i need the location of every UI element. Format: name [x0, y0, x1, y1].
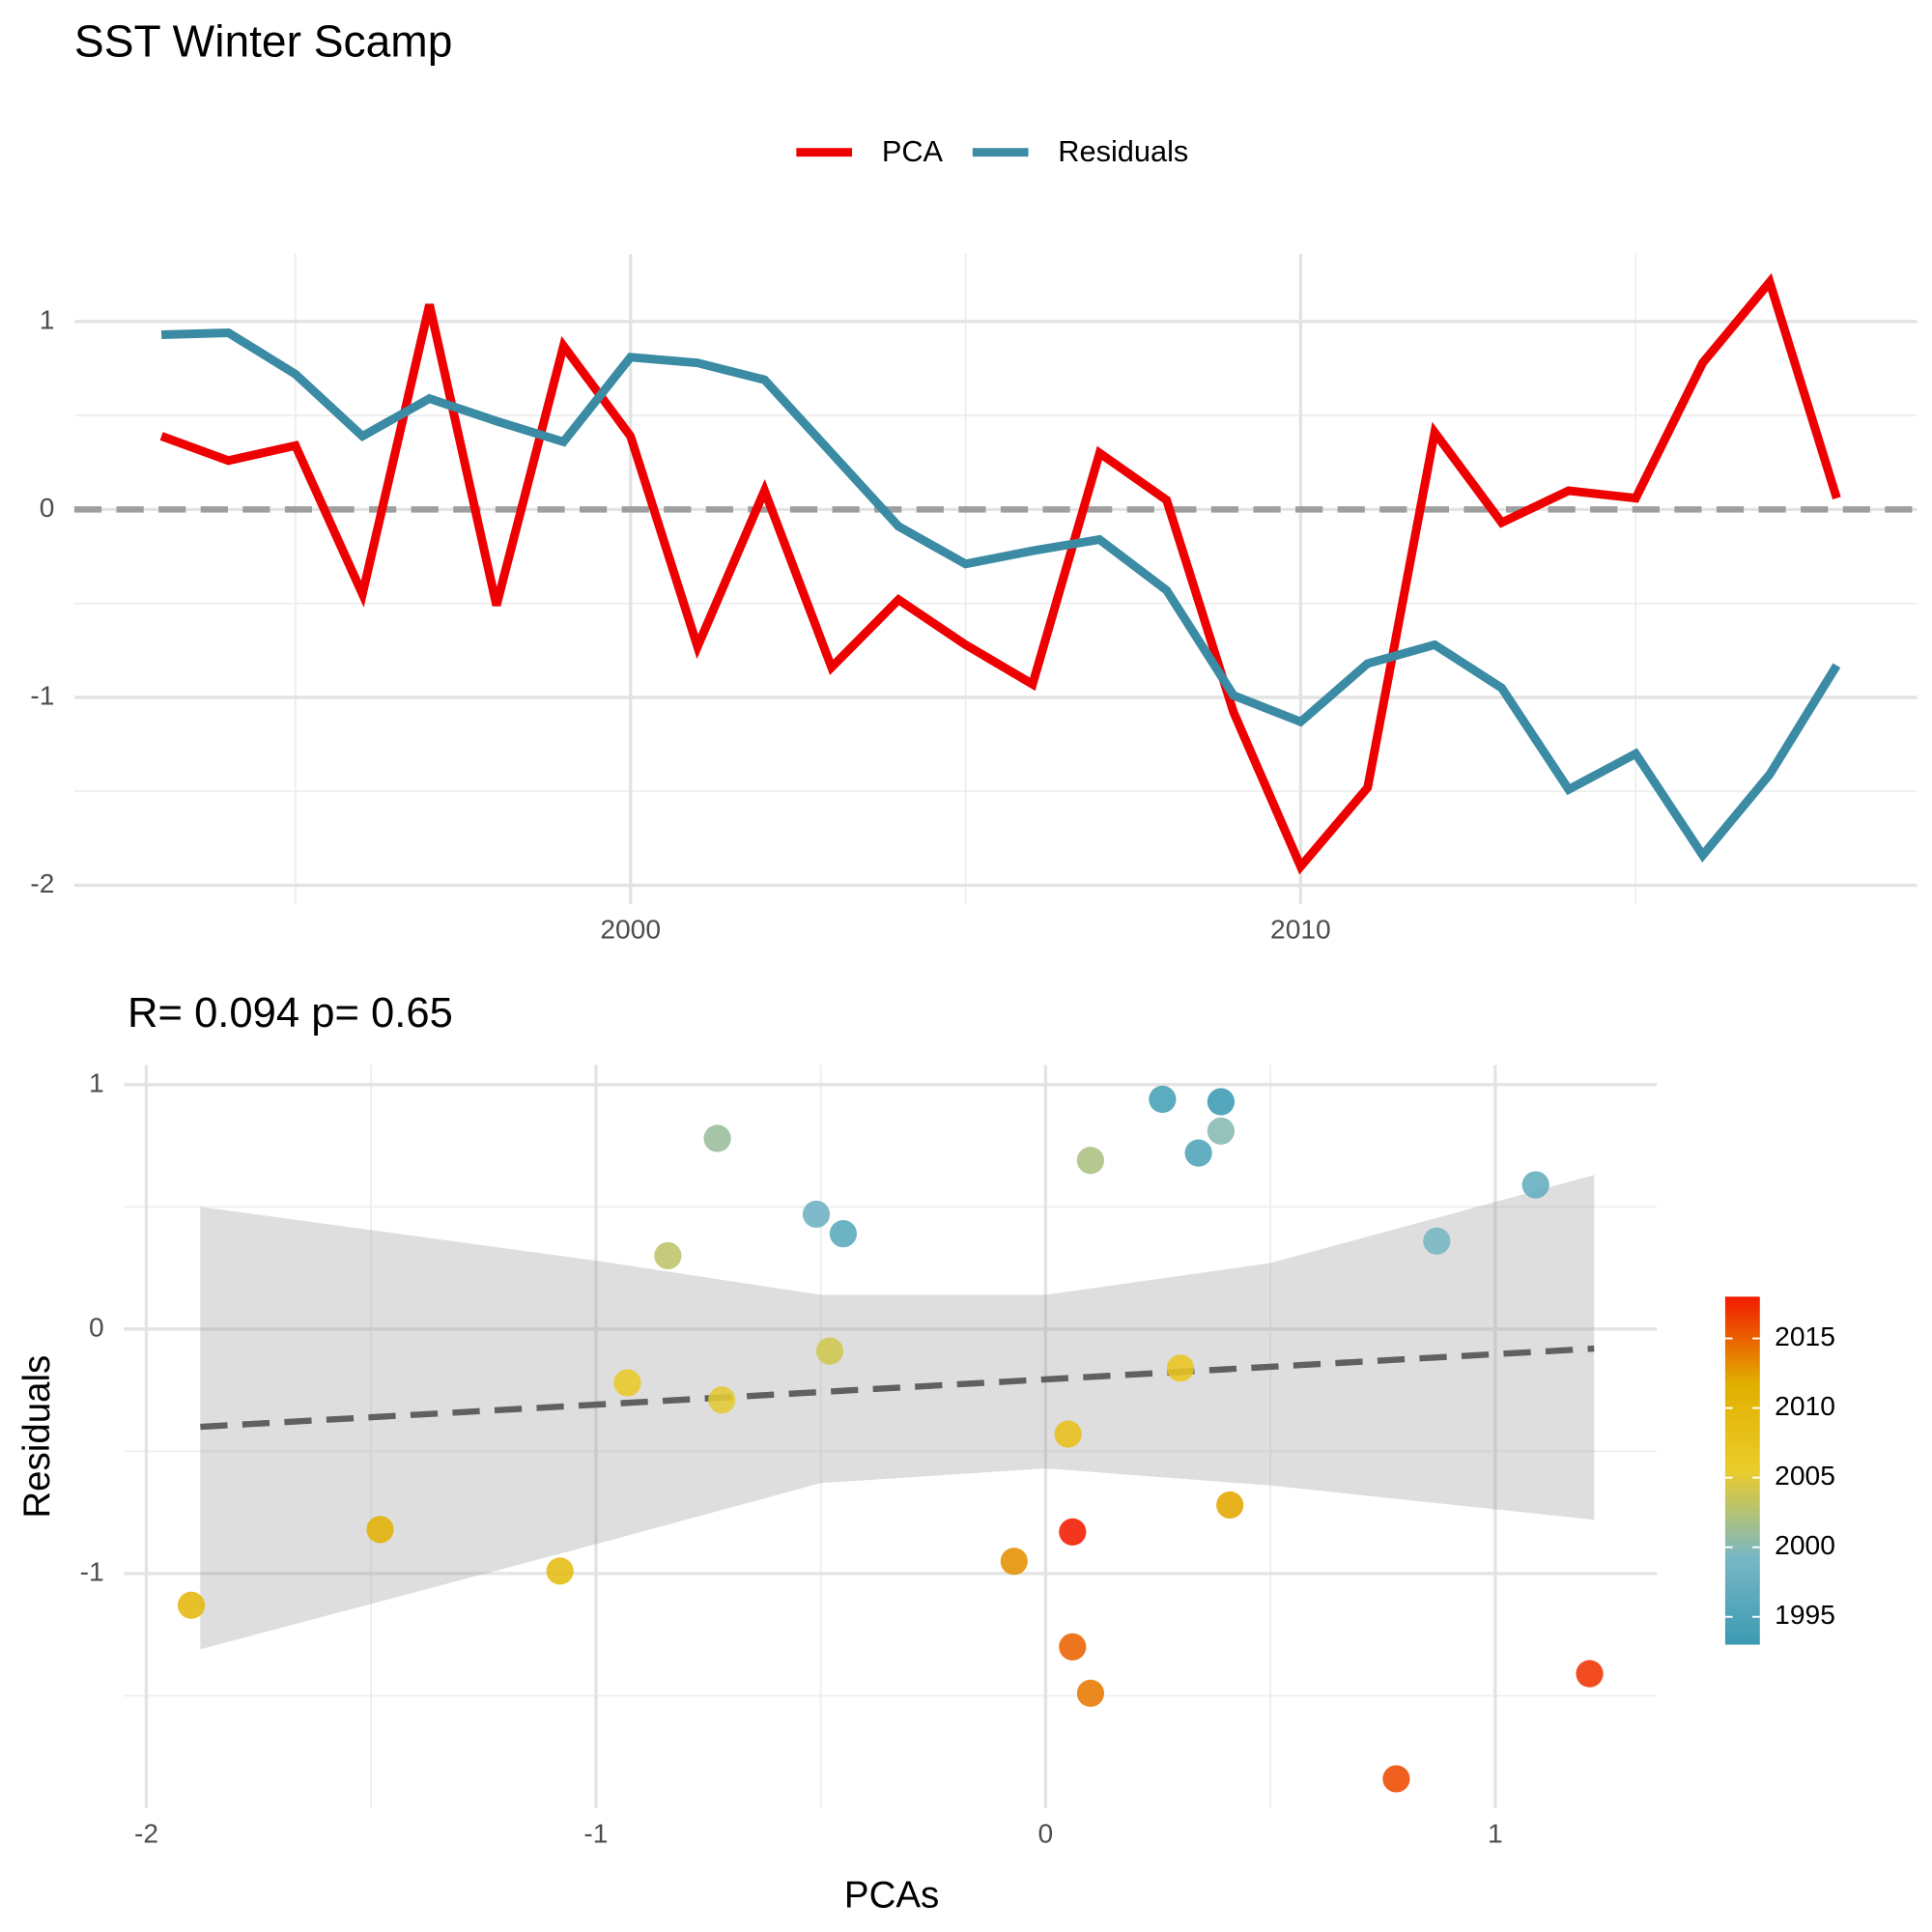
- fit-line: [200, 1345, 1595, 1431]
- scatter-point: [1184, 1139, 1212, 1167]
- y-tick-label: 0: [40, 492, 55, 523]
- scatter-point: [815, 1337, 844, 1365]
- y-tick-label: -1: [30, 679, 54, 710]
- scatter-point: [1423, 1227, 1451, 1255]
- colorbar-label: 1995: [1775, 1599, 1835, 1630]
- scatter-point: [1000, 1548, 1028, 1576]
- chart-title: SST Winter Scamp: [74, 15, 452, 66]
- y-tick-label: -2: [30, 867, 54, 898]
- scatter-point: [1521, 1171, 1549, 1199]
- scatter-point: [1059, 1518, 1087, 1546]
- scatter-point: [1076, 1147, 1105, 1175]
- line-series: [160, 328, 1841, 863]
- scatter-point: [708, 1386, 736, 1414]
- scatter-point: [1207, 1088, 1236, 1116]
- line-series: [159, 272, 1841, 875]
- legend-label: PCA: [882, 134, 944, 168]
- scatter-point: [1207, 1117, 1236, 1145]
- scatter-point: [654, 1241, 682, 1270]
- scatter-point: [613, 1369, 641, 1397]
- scatter-point: [1149, 1085, 1177, 1114]
- scatter-point: [1216, 1491, 1244, 1520]
- x-tick-label: -1: [583, 1817, 608, 1848]
- x-tick-label: -2: [134, 1817, 158, 1848]
- legend-label: Residuals: [1058, 134, 1188, 168]
- scatter-point: [366, 1516, 394, 1544]
- scatter-point: [802, 1200, 831, 1229]
- x-tick-label: 1: [1488, 1817, 1503, 1848]
- chart-subtitle: R= 0.094 p= 0.65: [128, 990, 453, 1037]
- scatter-point: [1076, 1679, 1105, 1707]
- x-tick-label: 2000: [600, 914, 661, 945]
- colorbar-label: 2000: [1775, 1529, 1835, 1560]
- scatter-point: [703, 1124, 731, 1152]
- colorbar: [1724, 1296, 1760, 1645]
- scatter-point: [1059, 1633, 1087, 1661]
- scatter-point: [1576, 1660, 1604, 1688]
- x-axis-label: PCAs: [844, 1874, 939, 1916]
- x-tick-label: 2010: [1270, 914, 1331, 945]
- y-tick-label: 1: [89, 1066, 104, 1097]
- colorbar-label: 2010: [1775, 1390, 1835, 1421]
- scatter-point: [546, 1557, 574, 1585]
- scatter-point: [1166, 1354, 1195, 1382]
- scatter-point: [829, 1220, 858, 1248]
- x-tick-label: 0: [1038, 1817, 1054, 1848]
- scatter-point: [177, 1591, 206, 1619]
- scatter-point: [1054, 1420, 1082, 1448]
- y-tick-label: 0: [89, 1311, 104, 1342]
- y-tick-label: -1: [80, 1555, 104, 1586]
- y-tick-label: 1: [40, 303, 55, 334]
- colorbar-label: 2015: [1775, 1321, 1835, 1351]
- confidence-band: [200, 1175, 1595, 1650]
- scatter-point: [1382, 1765, 1410, 1793]
- colorbar-label: 2005: [1775, 1460, 1835, 1491]
- y-axis-label: Residuals: [16, 1355, 58, 1519]
